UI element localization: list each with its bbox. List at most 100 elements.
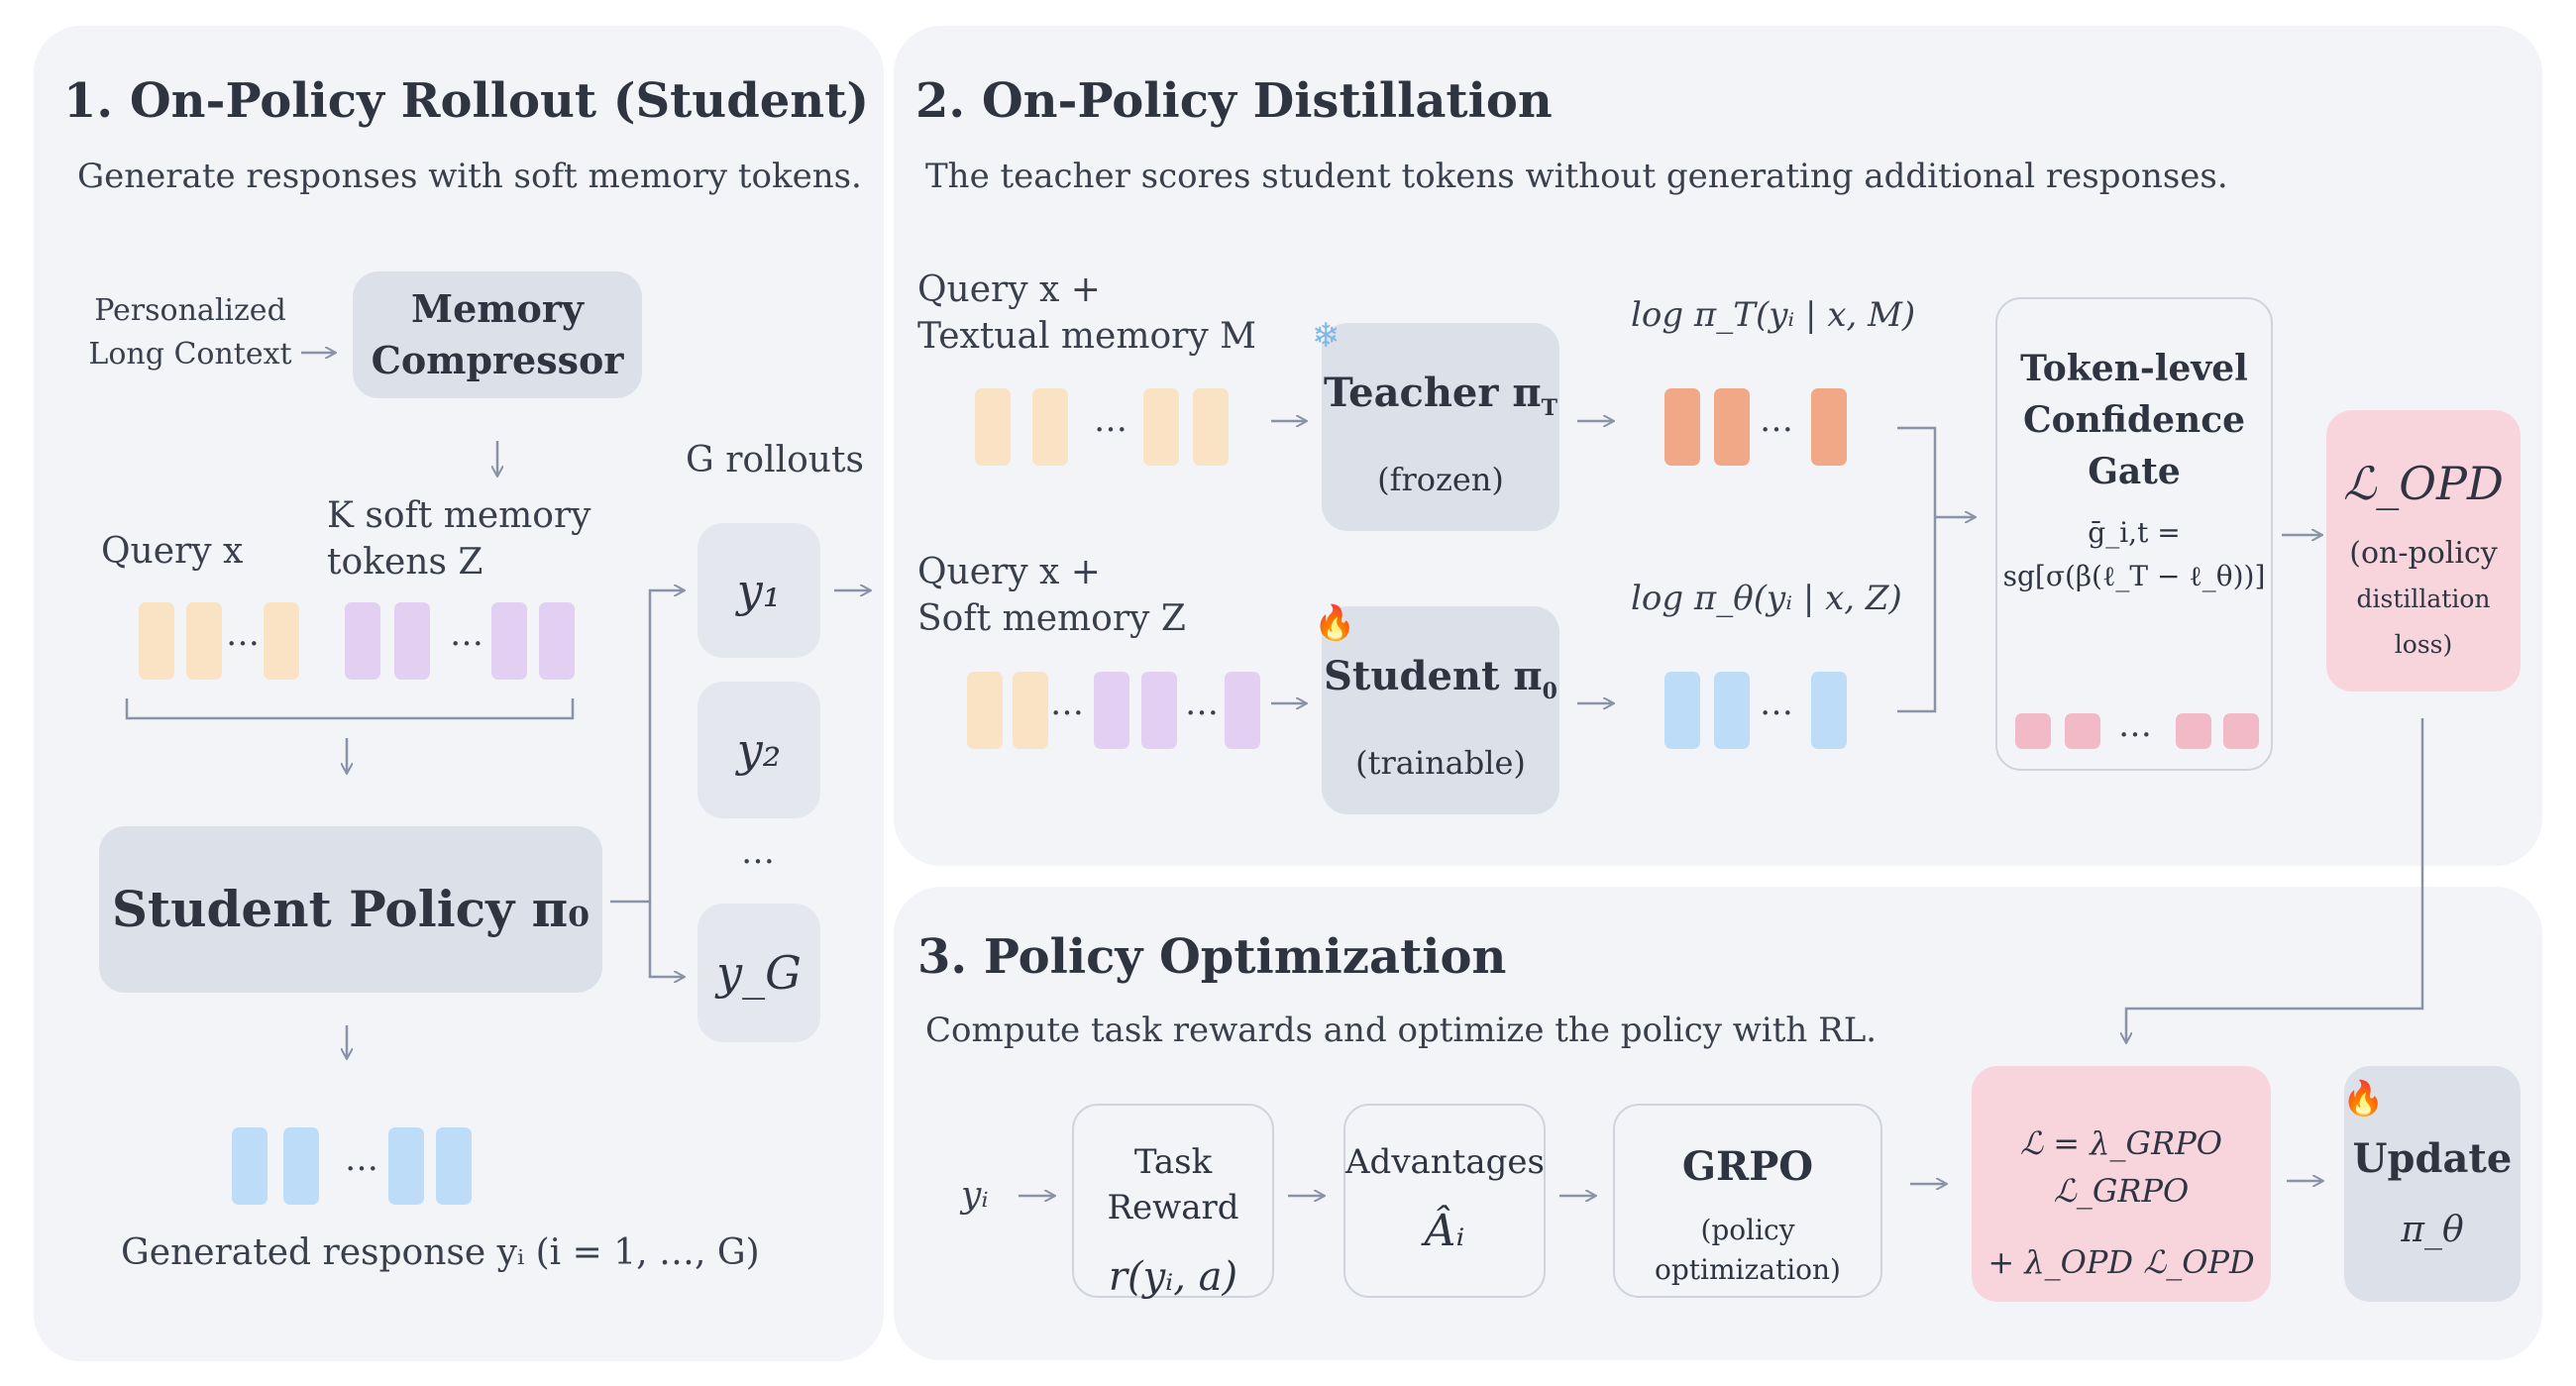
advantages-formula: Âᵢ bbox=[1424, 1206, 1465, 1256]
teacher-logprob: log π_T(yᵢ | x, M) bbox=[1631, 295, 1916, 335]
student-memory-token bbox=[1225, 672, 1260, 749]
response-token bbox=[436, 1127, 472, 1205]
snowflake-icon: ❄ bbox=[1312, 316, 1341, 356]
task-reward-formula: r(yᵢ, a) bbox=[1108, 1254, 1238, 1300]
total-loss-node: ℒ = λ_GRPO ℒ_GRPO + λ_OPD ℒ_OPD bbox=[1972, 1066, 2271, 1302]
advantages-node: Advantages Âᵢ bbox=[1343, 1104, 1546, 1298]
gate-line1: Token-level bbox=[2020, 348, 2248, 389]
g-rollouts-label: G rollouts bbox=[686, 440, 864, 480]
student-policy-node: Student Policy π₀ bbox=[99, 826, 602, 993]
ellipsis: … bbox=[2118, 705, 2152, 745]
update-label: Update bbox=[2352, 1135, 2513, 1182]
memory-compressor-line1: Memory bbox=[411, 286, 584, 331]
teacher-input-line1: Query x + bbox=[917, 269, 1101, 310]
response-token bbox=[232, 1127, 268, 1205]
memory-compressor-node: Memory Compressor bbox=[353, 271, 642, 398]
update-symbol: π_θ bbox=[2401, 1210, 2464, 1250]
query-token bbox=[139, 602, 174, 680]
student-name-text: Student π bbox=[1324, 653, 1543, 699]
soft-memory-token bbox=[345, 602, 380, 680]
policy-input-label: yᵢ bbox=[961, 1175, 989, 1216]
distillation-subtitle: The teacher scores student tokens withou… bbox=[925, 157, 2228, 196]
task-reward-label: Task Reward bbox=[1107, 1142, 1239, 1227]
student-input-label: Query x + Soft memory Z bbox=[917, 550, 1186, 643]
grpo-desc: (policy optimization) bbox=[1655, 1214, 1841, 1286]
gate-line3: Gate bbox=[2088, 451, 2181, 492]
ellipsis: … bbox=[345, 1139, 378, 1179]
student-node: Student π0 (trainable) bbox=[1322, 606, 1559, 814]
student-logprob-token bbox=[1714, 672, 1750, 749]
query-x-label: Query x bbox=[101, 531, 244, 572]
rollout-yG-label: y_G bbox=[716, 946, 802, 1000]
rollout-y2-label: y₂ bbox=[736, 723, 782, 777]
student-input-token bbox=[967, 672, 1003, 749]
rollout-ellipsis: … bbox=[741, 832, 775, 872]
teacher-subscript: T bbox=[1541, 395, 1558, 421]
generated-response-label: Generated response yᵢ (i = 1, …, G) bbox=[121, 1232, 760, 1273]
gate-token bbox=[2223, 713, 2259, 749]
ellipsis: … bbox=[226, 614, 260, 654]
personalized-line1: Personalized bbox=[94, 293, 286, 328]
student-subscript: 0 bbox=[1542, 679, 1557, 704]
opd-desc-line2: distillation loss) bbox=[2356, 585, 2491, 659]
teacher-state: (frozen) bbox=[1377, 461, 1504, 498]
response-token bbox=[388, 1127, 424, 1205]
student-policy-label: Student Policy π₀ bbox=[111, 880, 590, 938]
soft-memory-line2: tokens Z bbox=[327, 541, 483, 583]
gate-formula2: sg[σ(β(ℓ_T − ℓ_θ))] bbox=[2002, 560, 2266, 592]
total-loss-line1: ℒ = λ_GRPO ℒ_GRPO bbox=[2020, 1124, 2222, 1210]
soft-memory-label: K soft memory tokens Z bbox=[327, 493, 591, 586]
teacher-input-line2: Textual memory M bbox=[917, 315, 1256, 357]
student-input-line1: Query x + bbox=[917, 552, 1101, 592]
student-input-line2: Soft memory Z bbox=[917, 597, 1186, 639]
gate-token bbox=[2065, 713, 2100, 749]
distillation-title: 2. On-Policy Distillation bbox=[915, 73, 1553, 129]
rollout-y2: y₂ bbox=[698, 682, 820, 818]
confidence-gate-node: Token-level Confidence Gate ḡ_i,t = sg[σ… bbox=[1995, 297, 2273, 771]
ellipsis: … bbox=[1185, 684, 1219, 723]
rollout-yG: y_G bbox=[698, 904, 820, 1042]
gate-token bbox=[2015, 713, 2051, 749]
teacher-logprob-token bbox=[1714, 388, 1750, 466]
response-token bbox=[283, 1127, 319, 1205]
query-token bbox=[186, 602, 222, 680]
rollout-y1-label: y₁ bbox=[736, 564, 782, 617]
teacher-node: Teacher πT (frozen) bbox=[1322, 323, 1559, 531]
soft-memory-line1: K soft memory bbox=[327, 495, 591, 536]
gate-formula1: ḡ_i,t = bbox=[2088, 516, 2181, 549]
student-memory-token bbox=[1141, 672, 1177, 749]
ellipsis: … bbox=[450, 614, 483, 654]
student-input-token bbox=[1013, 672, 1048, 749]
student-logprob-token bbox=[1811, 672, 1847, 749]
personalized-context-label: Personalized Long Context bbox=[75, 289, 305, 375]
teacher-input-token bbox=[1032, 388, 1068, 466]
teacher-name: Teacher πT bbox=[1322, 323, 1559, 433]
ellipsis: … bbox=[1760, 400, 1793, 440]
student-logprob: log π_θ(yᵢ | x, Z) bbox=[1631, 579, 1902, 618]
policy-optimization-title: 3. Policy Optimization bbox=[917, 929, 1507, 985]
rollout-title: 1. On-Policy Rollout (Student) bbox=[63, 73, 870, 129]
teacher-input-label: Query x + Textual memory M bbox=[917, 267, 1256, 361]
ellipsis: … bbox=[1094, 400, 1127, 440]
personalized-line2: Long Context bbox=[88, 336, 292, 372]
teacher-logprob-token bbox=[1811, 388, 1847, 466]
teacher-logprob-token bbox=[1664, 388, 1700, 466]
gate-line2: Confidence bbox=[2022, 399, 2246, 441]
ellipsis: … bbox=[1050, 684, 1084, 723]
gate-token bbox=[2176, 713, 2211, 749]
fire-icon: 🔥 bbox=[1314, 603, 1356, 643]
student-state: (trainable) bbox=[1355, 744, 1526, 782]
soft-memory-token bbox=[394, 602, 430, 680]
rollout-subtitle: Generate responses with soft memory toke… bbox=[77, 157, 862, 196]
grpo-label: GRPO bbox=[1681, 1143, 1814, 1190]
teacher-input-token bbox=[1143, 388, 1179, 466]
memory-compressor-line2: Compressor bbox=[371, 338, 624, 382]
policy-optimization-subtitle: Compute task rewards and optimize the po… bbox=[925, 1011, 1878, 1050]
opd-loss-label: ℒ_OPD bbox=[2343, 457, 2504, 510]
student-memory-token bbox=[1094, 672, 1129, 749]
teacher-input-token bbox=[1193, 388, 1229, 466]
update-node: Update π_θ bbox=[2344, 1066, 2521, 1302]
opd-loss-node: ℒ_OPD (on-policy distillation loss) bbox=[2326, 410, 2521, 692]
grpo-node: GRPO (policy optimization) bbox=[1613, 1104, 1882, 1298]
